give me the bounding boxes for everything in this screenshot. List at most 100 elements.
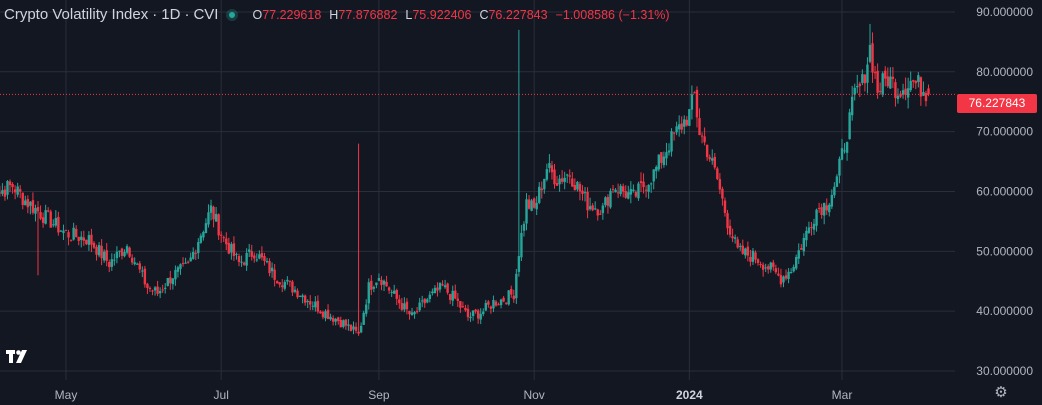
symbol-name[interactable]: Crypto Volatility Index bbox=[4, 6, 149, 23]
candle bbox=[390, 289, 393, 297]
candle bbox=[711, 149, 714, 165]
candle bbox=[873, 65, 877, 80]
candle bbox=[566, 173, 569, 183]
candle bbox=[146, 282, 149, 295]
candle bbox=[520, 225, 523, 262]
candle bbox=[11, 182, 14, 194]
candle bbox=[359, 322, 363, 334]
candle bbox=[683, 115, 686, 135]
candle bbox=[331, 315, 335, 326]
candle bbox=[632, 184, 635, 193]
candle bbox=[97, 241, 101, 258]
y-tick-label: 30.000000 bbox=[976, 364, 1033, 378]
candle bbox=[805, 226, 808, 247]
candle bbox=[393, 284, 396, 295]
low-value: 75.922406 bbox=[412, 7, 472, 22]
candle bbox=[792, 264, 795, 273]
candle bbox=[367, 278, 370, 310]
candle bbox=[784, 269, 788, 281]
candle bbox=[919, 76, 923, 106]
candle bbox=[431, 288, 434, 296]
candle bbox=[759, 261, 762, 268]
candle bbox=[649, 182, 653, 193]
candle bbox=[644, 185, 648, 198]
candle bbox=[436, 282, 439, 297]
candle bbox=[426, 297, 429, 304]
time-axis[interactable]: May Jul Sep Nov 2024 Mar bbox=[55, 388, 853, 402]
candle bbox=[789, 268, 793, 274]
candle bbox=[675, 121, 678, 136]
candle bbox=[507, 289, 510, 306]
candle bbox=[891, 67, 895, 89]
candle bbox=[594, 201, 597, 211]
candle bbox=[662, 151, 666, 168]
candle bbox=[451, 285, 454, 306]
candle bbox=[726, 209, 729, 235]
tradingview-logo-icon[interactable] bbox=[6, 350, 32, 368]
candle bbox=[560, 170, 564, 185]
candle bbox=[655, 165, 658, 179]
x-tick-label: May bbox=[55, 388, 78, 402]
settings-gear-icon[interactable]: ⚙ bbox=[994, 384, 1008, 401]
candle bbox=[830, 189, 834, 210]
candle bbox=[510, 285, 513, 298]
candle bbox=[614, 188, 617, 193]
candle bbox=[370, 275, 373, 296]
candle bbox=[471, 310, 475, 321]
candle bbox=[690, 85, 694, 120]
candle bbox=[72, 222, 75, 241]
candle bbox=[838, 156, 841, 184]
candle bbox=[105, 243, 108, 267]
candle bbox=[29, 201, 32, 215]
candle bbox=[563, 171, 566, 190]
candle bbox=[123, 249, 126, 258]
candle bbox=[871, 32, 874, 83]
candle bbox=[74, 225, 78, 238]
candle bbox=[158, 287, 162, 299]
candle bbox=[387, 286, 391, 294]
ticker-label: CVI bbox=[193, 6, 219, 23]
candle bbox=[527, 195, 531, 210]
candle bbox=[927, 84, 930, 97]
candle bbox=[555, 175, 559, 186]
candle bbox=[260, 246, 264, 261]
candle bbox=[128, 246, 131, 258]
candle bbox=[26, 195, 30, 214]
candle bbox=[878, 82, 882, 95]
candles-layer bbox=[0, 23, 930, 336]
candle bbox=[716, 166, 719, 181]
high-value: 77.876882 bbox=[338, 7, 398, 22]
candle bbox=[672, 131, 676, 141]
candle bbox=[868, 23, 872, 64]
candle bbox=[835, 174, 839, 187]
candle bbox=[194, 249, 197, 261]
candle bbox=[782, 275, 785, 288]
interval-label[interactable]: 1D bbox=[161, 6, 181, 23]
candle bbox=[288, 280, 292, 287]
candle bbox=[914, 80, 917, 90]
candle bbox=[850, 85, 854, 121]
candle bbox=[774, 264, 778, 275]
candle bbox=[695, 86, 699, 128]
candle bbox=[41, 212, 45, 228]
candle bbox=[184, 257, 187, 264]
candle bbox=[611, 184, 615, 194]
candle bbox=[466, 304, 470, 321]
candle bbox=[46, 207, 50, 213]
candle bbox=[423, 298, 426, 308]
candle bbox=[894, 78, 897, 107]
candle bbox=[403, 297, 406, 313]
price-axis[interactable]: 90.000000 80.000000 70.000000 60.000000 50.0… bbox=[976, 5, 1033, 378]
candle bbox=[621, 183, 625, 198]
candle bbox=[362, 310, 365, 326]
y-tick-label: 70.000000 bbox=[976, 125, 1033, 139]
candle bbox=[199, 233, 203, 244]
candle bbox=[718, 173, 722, 195]
candle bbox=[273, 264, 276, 287]
candle bbox=[479, 308, 482, 325]
candle bbox=[843, 143, 846, 154]
candle bbox=[840, 138, 844, 161]
candle bbox=[856, 74, 859, 94]
x-tick-label: Nov bbox=[523, 388, 544, 402]
